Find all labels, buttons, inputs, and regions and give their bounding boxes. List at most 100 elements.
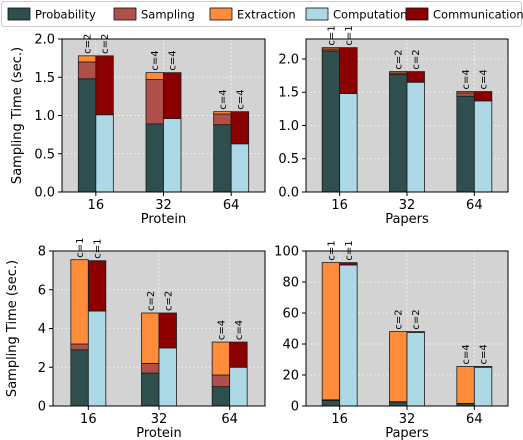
bar-segment-extraction bbox=[211, 341, 231, 376]
bar-segment-extraction bbox=[321, 47, 341, 50]
y-tick-label: 0 bbox=[291, 400, 299, 415]
y-tick-label: 0 bbox=[38, 400, 46, 415]
bar-16-right: c=1 bbox=[87, 238, 107, 407]
bar-segment-extraction bbox=[70, 259, 89, 345]
x-axis-label: Papers bbox=[385, 212, 429, 227]
bar-segment-sampling bbox=[145, 79, 164, 125]
bar-annotation: c=4 bbox=[150, 50, 161, 70]
y-tick-label: 40 bbox=[282, 338, 299, 353]
legend-swatch bbox=[209, 7, 233, 21]
bar-segment-extraction bbox=[389, 71, 408, 74]
bar-annotation: c=4 bbox=[461, 69, 472, 89]
bar-annotation: c=2 bbox=[411, 49, 422, 69]
bar-64-right: c=4 bbox=[229, 320, 248, 407]
bar-annotation: c=4 bbox=[216, 320, 227, 340]
bar-segment-probability bbox=[456, 95, 475, 193]
x-tick-label: 64 bbox=[221, 412, 238, 427]
x-tick-label: 16 bbox=[80, 412, 97, 427]
x-tick-label: 64 bbox=[466, 198, 483, 213]
bar-segment-computation bbox=[406, 81, 425, 193]
bar-16-left: c=1 bbox=[70, 237, 89, 407]
x-axis-label: Protein bbox=[136, 426, 182, 440]
y-tick-label: 100 bbox=[274, 245, 299, 260]
chart-panels: c=2 c=2c=4 c=4c=4 c=40.00.51.01.52.016 32 64P… bbox=[5, 25, 509, 440]
bar-segment-probability bbox=[77, 78, 97, 193]
bar-segment-probability bbox=[389, 401, 408, 407]
bar-segment-computation bbox=[95, 114, 114, 193]
x-tick-label: 64 bbox=[223, 198, 240, 213]
bar-segment-sampling bbox=[141, 362, 160, 374]
bar-32-left: c=2 bbox=[389, 309, 408, 407]
chart-panel-1: c=2 c=2 c=4 c=4 c=4 c=4 0.0 0.5 1.0 1.5 2.0 16 32 64 P… bbox=[10, 33, 266, 227]
bar-segment-probability bbox=[141, 372, 160, 407]
bar-16-left: c=2 bbox=[77, 34, 97, 193]
bar-segment-communication bbox=[87, 260, 107, 312]
bar-segment-computation bbox=[339, 264, 358, 407]
y-tick-label: 0.5 bbox=[34, 147, 55, 162]
y-tick-label: 60 bbox=[282, 307, 299, 322]
bar-segment-communication bbox=[473, 366, 493, 368]
y-axis-label: Sampling Time (sec.) bbox=[10, 47, 25, 184]
bar-segment-extraction bbox=[456, 91, 475, 94]
x-axis-label: Papers bbox=[385, 426, 429, 440]
bar-segment-extraction bbox=[141, 312, 160, 364]
bar-segment-sampling bbox=[70, 343, 89, 351]
bar-annotation: c=4 bbox=[479, 69, 490, 89]
y-tick-label: 1.5 bbox=[34, 71, 55, 86]
y-tick-label: 2 bbox=[38, 361, 46, 376]
y-tick-label: 2.0 bbox=[278, 52, 299, 67]
chart-panel-3: c=1 c=1 c=2 c=2 c=4 c=4 0 2 4 6 8 16 32 64 Protein Samp… bbox=[5, 237, 266, 440]
x-tick-label: 16 bbox=[331, 198, 348, 213]
bar-16-right: c=2 bbox=[95, 34, 114, 193]
legend-item-computation: Computation bbox=[305, 8, 407, 22]
bar-32-right: c=4 bbox=[163, 50, 182, 193]
y-tick-label: 1.5 bbox=[278, 86, 299, 101]
y-tick-label: 8 bbox=[38, 245, 46, 260]
bar-segment-probability bbox=[211, 386, 231, 407]
bar-segment-communication bbox=[339, 47, 358, 94]
bar-annotation: c=4 bbox=[461, 344, 472, 364]
bar-segment-computation bbox=[473, 100, 493, 193]
bar-segment-sampling bbox=[456, 92, 475, 97]
legend-label: Communication bbox=[433, 8, 523, 22]
bar-16-right: c=1 bbox=[339, 240, 358, 407]
legend-label: Sampling bbox=[141, 8, 195, 22]
x-tick-label: 32 bbox=[155, 198, 172, 213]
bar-32-right: c=2 bbox=[406, 49, 425, 193]
bar-segment-communication bbox=[230, 111, 250, 145]
bar-segment-probability bbox=[321, 50, 341, 193]
legend-item-extraction: Extraction bbox=[209, 7, 296, 22]
bar-annotation: c=2 bbox=[146, 291, 157, 311]
bar-segment-communication bbox=[406, 71, 425, 83]
bar-segment-communication bbox=[339, 262, 358, 266]
x-axis-label: Protein bbox=[141, 212, 187, 227]
legend-item-communication: Communication bbox=[405, 8, 523, 22]
bar-64-left: c=4 bbox=[211, 320, 231, 407]
y-tick-label: 0.5 bbox=[278, 152, 299, 167]
bar-segment-computation bbox=[87, 310, 107, 407]
y-tick-label: 4 bbox=[38, 322, 46, 337]
y-tick-label: 20 bbox=[282, 369, 299, 384]
x-tick-label: 16 bbox=[331, 412, 348, 427]
x-tick-label: 16 bbox=[88, 198, 105, 213]
bar-annotation: c=2 bbox=[163, 291, 174, 311]
legend-label: Probability bbox=[35, 8, 96, 22]
x-tick-label: 64 bbox=[466, 412, 483, 427]
bar-16-left: c=1 bbox=[321, 240, 341, 407]
bar-16-left: c=1 bbox=[321, 25, 341, 193]
chart-panel-2: c=1 c=1 c=2 c=2 c=4 c=4 0.0 0.5 1.0 1.5 2.0 16 32 64 P… bbox=[278, 25, 509, 227]
bar-segment-computation bbox=[406, 331, 425, 407]
bar-segment-communication bbox=[229, 341, 248, 368]
bar-segment-communication bbox=[163, 72, 182, 119]
y-tick-label: 0.0 bbox=[278, 186, 299, 201]
bar-annotation: c=1 bbox=[75, 237, 86, 257]
bar-segment-computation bbox=[163, 118, 182, 193]
bar-segment-probability bbox=[389, 73, 408, 193]
legend-label: Computation bbox=[333, 8, 407, 22]
bar-annotation: c=2 bbox=[411, 309, 422, 329]
bar-annotation: c=2 bbox=[100, 34, 111, 54]
bar-segment-probability bbox=[70, 349, 89, 407]
bar-segment-computation bbox=[229, 366, 248, 407]
bar-segment-computation bbox=[473, 366, 493, 407]
